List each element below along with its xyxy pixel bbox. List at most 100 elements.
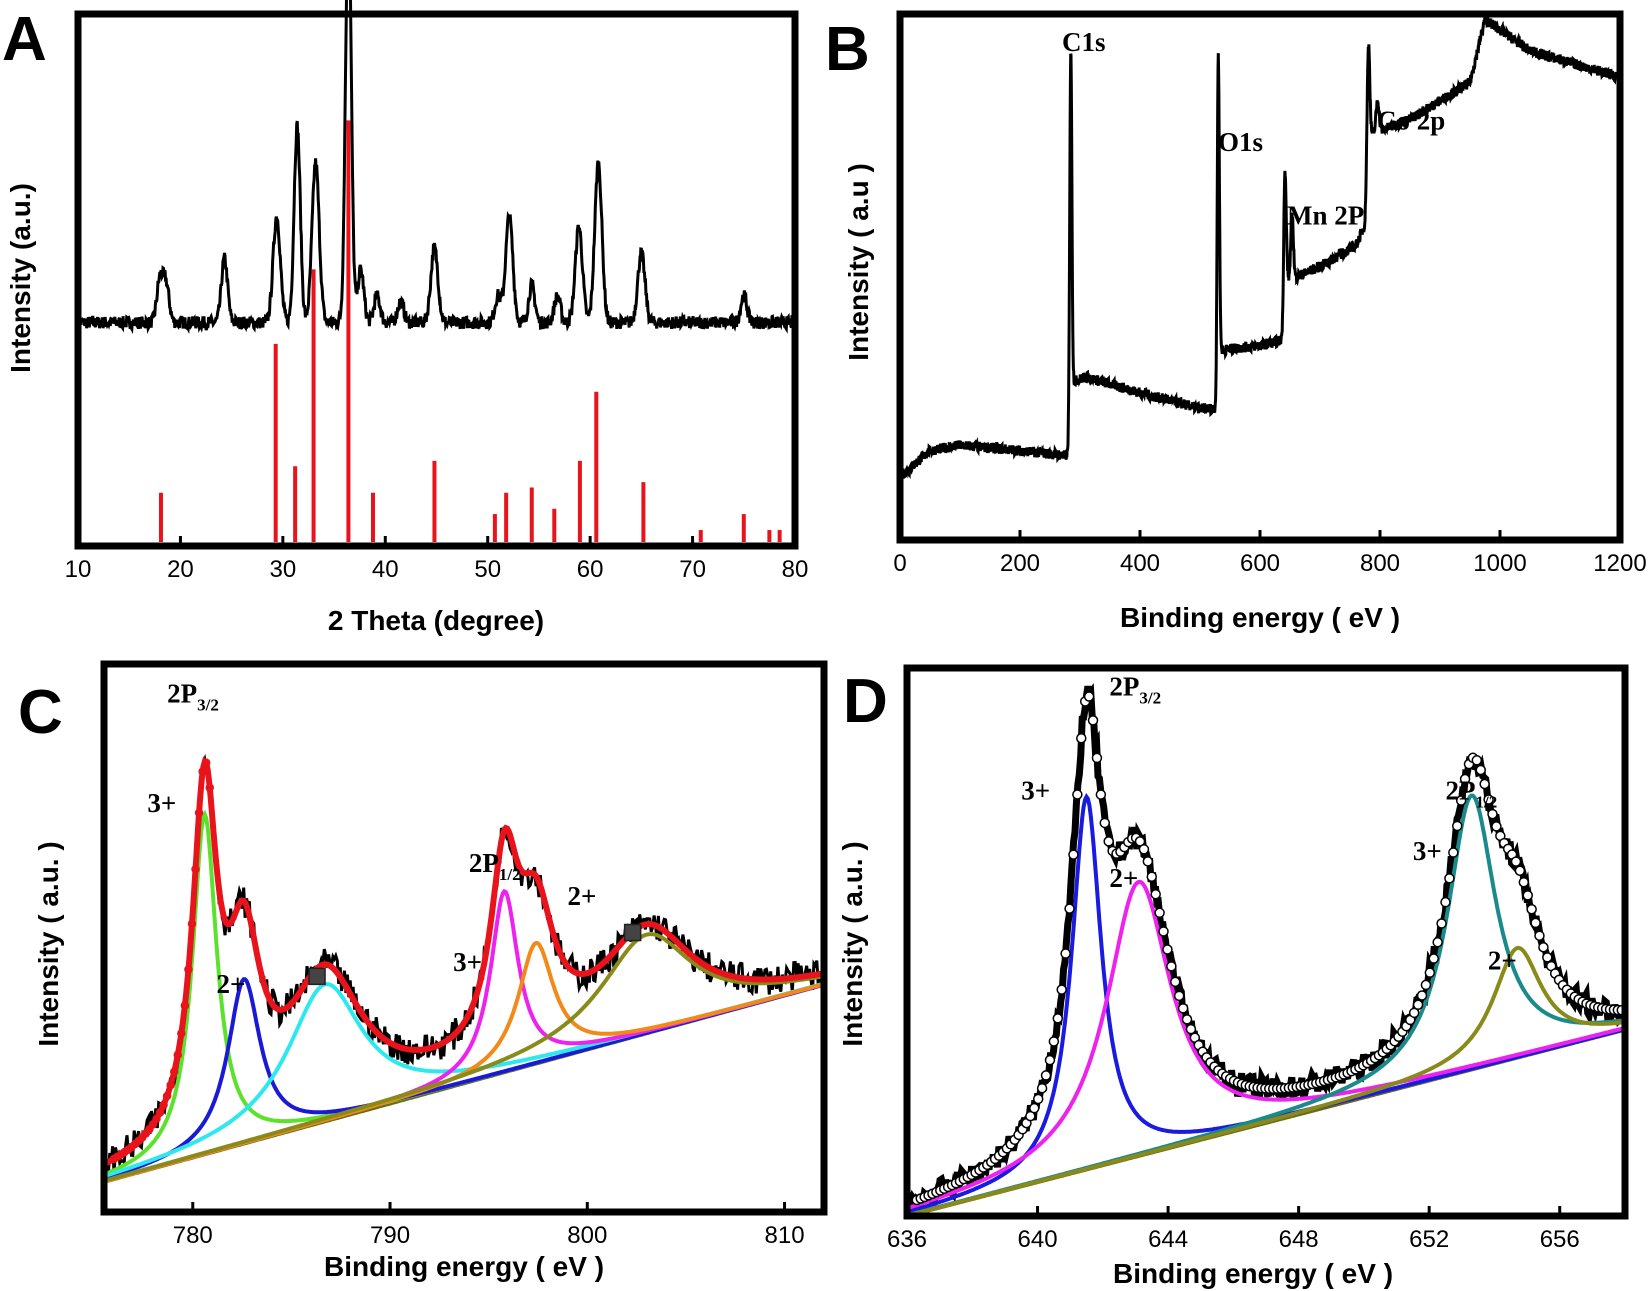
x-tick-label: 800 — [567, 1222, 607, 1249]
fit-component-line — [103, 932, 825, 1183]
fit-envelope-marker — [1060, 948, 1071, 959]
fit-component-line — [103, 888, 825, 1184]
fit-envelope-marker — [205, 783, 214, 792]
fit-envelope-marker — [1424, 967, 1436, 978]
x-tick-label: 652 — [1409, 1226, 1449, 1253]
fit-envelope-marker — [1091, 752, 1103, 764]
fit-envelope-marker — [1173, 990, 1185, 1002]
x-tick-label: 790 — [370, 1222, 410, 1249]
fit-envelope-marker — [1538, 941, 1549, 953]
fit-component-line — [103, 809, 825, 1177]
fit-envelope-marker — [1408, 1007, 1420, 1019]
panel-a-plot: 10 20 30 40 50 60 70 80 — [65, 0, 808, 583]
x-tick-label: 648 — [1279, 1226, 1319, 1253]
panel-b-letter: B — [825, 15, 870, 84]
peak-label: 2P1/2 — [1446, 776, 1498, 812]
peak-label: 2P3/2 — [1109, 671, 1161, 707]
fit-envelope-marker — [1510, 856, 1522, 867]
peak-label: 2P3/2 — [167, 678, 219, 714]
fit-envelope-marker — [1530, 917, 1541, 929]
fit-envelope-marker — [173, 1050, 183, 1060]
panel-a-letter: A — [2, 5, 47, 74]
fit-envelope-marker — [1526, 903, 1537, 915]
x-tick-label: 400 — [1120, 550, 1160, 577]
panel-c-letter: C — [18, 678, 63, 747]
xrd-pattern-line — [76, 0, 797, 335]
fit-envelope-marker — [1170, 976, 1181, 988]
peak-label: 2+ — [1109, 863, 1138, 893]
fit-envelope-marker — [1099, 817, 1111, 829]
x-tick-label: 780 — [173, 1222, 213, 1249]
fit-envelope-marker — [1036, 1082, 1048, 1094]
fit-envelope-marker — [1448, 847, 1459, 858]
x-tick-label: 20 — [167, 556, 194, 583]
x-tick-label: 60 — [577, 556, 604, 583]
fit-envelope-marker — [1154, 907, 1165, 919]
fit-envelope-marker — [1029, 1102, 1040, 1114]
fit-envelope-marker — [1138, 844, 1150, 855]
fit-envelope-marker — [180, 1001, 190, 1010]
peak-label: 3+ — [1413, 836, 1442, 866]
fit-envelope-marker — [1040, 1070, 1052, 1081]
panel-a-frame — [74, 10, 799, 550]
fit-envelope-marker — [1048, 1036, 1060, 1047]
fit-envelope-marker — [1158, 926, 1169, 937]
fit-envelope-marker — [1068, 849, 1079, 860]
fit-envelope-marker — [1542, 952, 1553, 963]
panel-b-xlabel: Binding energy ( eV ) — [1120, 602, 1400, 633]
fit-envelope-marker — [184, 965, 193, 974]
fit-envelope-marker — [1471, 755, 1483, 766]
satellite-marker — [308, 967, 326, 986]
x-tick-label: 800 — [1360, 550, 1400, 577]
panel-a-xlabel: 2 Theta (degree) — [328, 605, 544, 636]
fit-envelope-marker — [1162, 944, 1173, 955]
fit-envelope-marker — [1534, 930, 1545, 941]
fit-envelope-marker — [1428, 953, 1440, 964]
x-tick-label: 0 — [893, 550, 906, 577]
fit-envelope-marker — [194, 808, 204, 818]
peak-label-subscript: 1/2 — [499, 865, 521, 884]
x-tick-label: 40 — [372, 556, 399, 583]
fit-envelope-marker — [1432, 936, 1443, 948]
fit-envelope-marker — [1181, 1014, 1193, 1025]
panel-b-ylabel: Intensity ( a.u ) — [843, 163, 874, 361]
peak-label: 3+ — [453, 947, 482, 977]
fit-envelope-marker — [1052, 1013, 1064, 1024]
fit-envelope-marker — [1483, 794, 1494, 805]
fit-envelope-marker — [1056, 984, 1067, 995]
fit-envelope-marker — [1166, 961, 1177, 972]
fit-envelope-marker — [1444, 873, 1455, 884]
fit-envelope-marker — [1412, 999, 1424, 1011]
fit-envelope-marker — [1416, 990, 1428, 1001]
fit-envelope-marker — [1479, 778, 1490, 790]
survey-spectrum-line — [898, 14, 1622, 487]
peak-label: 3+ — [147, 788, 176, 818]
fit-envelope-marker — [1087, 715, 1099, 726]
peak-label: 2+ — [216, 969, 245, 999]
panel-d-ylabel: Intensity ( a.u. ) — [837, 841, 868, 1046]
panel-b-plot: 0 200 400 600 800 1000 1200 C1s O1s Mn 2P Co 2p — [893, 14, 1647, 577]
fit-envelope-marker — [198, 767, 207, 776]
fit-component-line — [906, 879, 1626, 1211]
x-tick-label: 50 — [474, 556, 501, 583]
fit-envelope-marker — [1044, 1054, 1056, 1066]
panel-d-xlabel: Binding energy ( eV ) — [1113, 1258, 1393, 1289]
panel-c-frame — [100, 660, 828, 1216]
fit-envelope-marker — [155, 1108, 165, 1117]
panel-b-frame — [896, 10, 1624, 544]
x-tick-label: 1200 — [1593, 550, 1646, 577]
x-tick-label: 636 — [887, 1226, 927, 1253]
fit-envelope-marker — [1436, 918, 1447, 929]
fit-envelope-marker — [1083, 691, 1095, 702]
x-tick-label: 70 — [679, 556, 706, 583]
x-tick-label: 10 — [65, 556, 92, 583]
peak-label: Co 2p — [1377, 106, 1445, 136]
panel-d-frame — [903, 664, 1629, 1220]
satellite-marker — [623, 923, 642, 942]
peak-label: C1s — [1062, 27, 1106, 57]
fit-envelope-marker — [177, 1029, 186, 1038]
x-tick-label: 644 — [1148, 1226, 1188, 1253]
